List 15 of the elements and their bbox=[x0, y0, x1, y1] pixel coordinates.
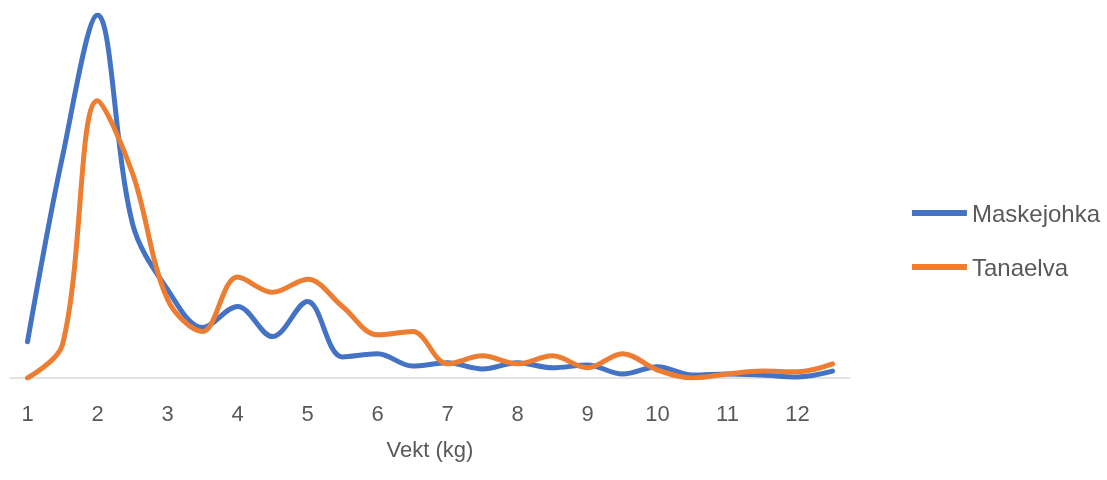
legend-label: Maskejohka bbox=[971, 199, 1101, 227]
x-tick-label: 10 bbox=[645, 400, 670, 426]
x-tick-label: 1 bbox=[21, 400, 34, 426]
x-tick-label: 12 bbox=[785, 400, 810, 426]
x-tick-label: 8 bbox=[511, 400, 524, 426]
x-tick-label: 11 bbox=[716, 400, 739, 426]
legend-label: Tanaelva bbox=[971, 253, 1069, 281]
x-tick-label: 7 bbox=[441, 400, 454, 426]
x-tick-label: 4 bbox=[231, 400, 244, 426]
x-axis-title: Vekt (kg) bbox=[386, 436, 474, 462]
x-tick-label: 9 bbox=[581, 400, 594, 426]
x-tick-label: 2 bbox=[91, 400, 104, 426]
x-tick-label: 6 bbox=[371, 400, 384, 426]
x-tick-label: 3 bbox=[161, 400, 174, 426]
x-tick-label: 5 bbox=[301, 400, 314, 426]
